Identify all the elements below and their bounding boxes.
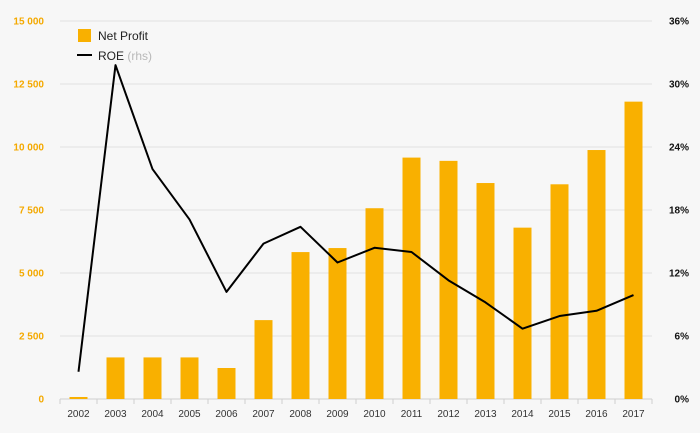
x-tick-label: 2016 xyxy=(585,409,608,420)
x-tick-label: 2012 xyxy=(437,409,460,420)
bar-net-profit xyxy=(328,248,347,399)
bar-net-profit xyxy=(69,396,88,399)
bar-net-profit xyxy=(180,357,199,399)
left-tick-label: 15 000 xyxy=(13,17,44,28)
roe-line-series xyxy=(77,64,634,372)
x-tick-label: 2004 xyxy=(141,409,164,420)
left-tick-label: 2 500 xyxy=(19,332,44,343)
bar-net-profit xyxy=(513,227,532,399)
right-tick-label: 0% xyxy=(675,395,690,406)
x-tick-label: 2008 xyxy=(289,409,312,420)
left-tick-label: 7 500 xyxy=(19,206,44,217)
x-tick-label: 2010 xyxy=(363,409,386,420)
bar-net-profit xyxy=(365,208,384,399)
bar-net-profit xyxy=(587,150,606,399)
right-tick-label: 24% xyxy=(669,143,689,154)
right-tick-label: 18% xyxy=(669,206,689,217)
right-tick-label: 30% xyxy=(669,80,689,91)
x-tick-label: 2017 xyxy=(622,409,645,420)
gridlines xyxy=(60,20,652,400)
bar-net-profit xyxy=(624,101,643,399)
bar-net-profit xyxy=(254,320,273,399)
right-tick-label: 12% xyxy=(669,269,689,280)
x-tick-label: 2002 xyxy=(67,409,90,420)
left-tick-label: 12 500 xyxy=(13,80,44,91)
left-tick-label: 5 000 xyxy=(19,269,44,280)
left-tick-label: 0 xyxy=(38,395,44,406)
x-axis: 2002 2003 2004 2005 2006 2007 2008 2009 2010 2011… xyxy=(59,399,653,420)
legend: Net Profit ROE (rhs) xyxy=(77,29,152,63)
x-tick-label: 2011 xyxy=(401,409,423,420)
bar-net-profit xyxy=(106,357,125,399)
svg-text:ROE (rhs): ROE (rhs) xyxy=(98,49,152,63)
x-tick-label: 2003 xyxy=(104,409,127,420)
x-tick-label: 2009 xyxy=(326,409,349,420)
legend-label-net-profit: Net Profit xyxy=(98,29,149,43)
legend-label-roe-suffix: (rhs) xyxy=(127,49,152,63)
x-tick-label: 2007 xyxy=(252,409,275,420)
legend-label-roe: ROE xyxy=(98,49,124,63)
x-tick-label: 2015 xyxy=(548,409,571,420)
x-tick-label: 2014 xyxy=(511,409,534,420)
bar-net-profit xyxy=(476,183,495,399)
roe-line xyxy=(77,64,634,372)
left-axis: 0 2 500 5 000 7 500 10 000 12 500 15 000 xyxy=(13,17,44,406)
bar-net-profit xyxy=(217,368,236,399)
bar-net-profit xyxy=(402,157,421,399)
x-tick-label: 2006 xyxy=(215,409,238,420)
bar-net-profit xyxy=(143,357,162,399)
legend-swatch-net-profit xyxy=(78,29,91,42)
right-tick-label: 36% xyxy=(669,17,689,28)
right-axis: 0% 6% 12% 18% 24% 30% 36% xyxy=(669,17,689,406)
x-tick-label: 2013 xyxy=(474,409,497,420)
right-tick-label: 6% xyxy=(675,332,690,343)
net-profit-bars xyxy=(69,101,643,399)
left-tick-label: 10 000 xyxy=(13,143,44,154)
bar-net-profit xyxy=(291,252,310,399)
x-tick-label: 2005 xyxy=(178,409,201,420)
bar-net-profit xyxy=(550,184,569,399)
